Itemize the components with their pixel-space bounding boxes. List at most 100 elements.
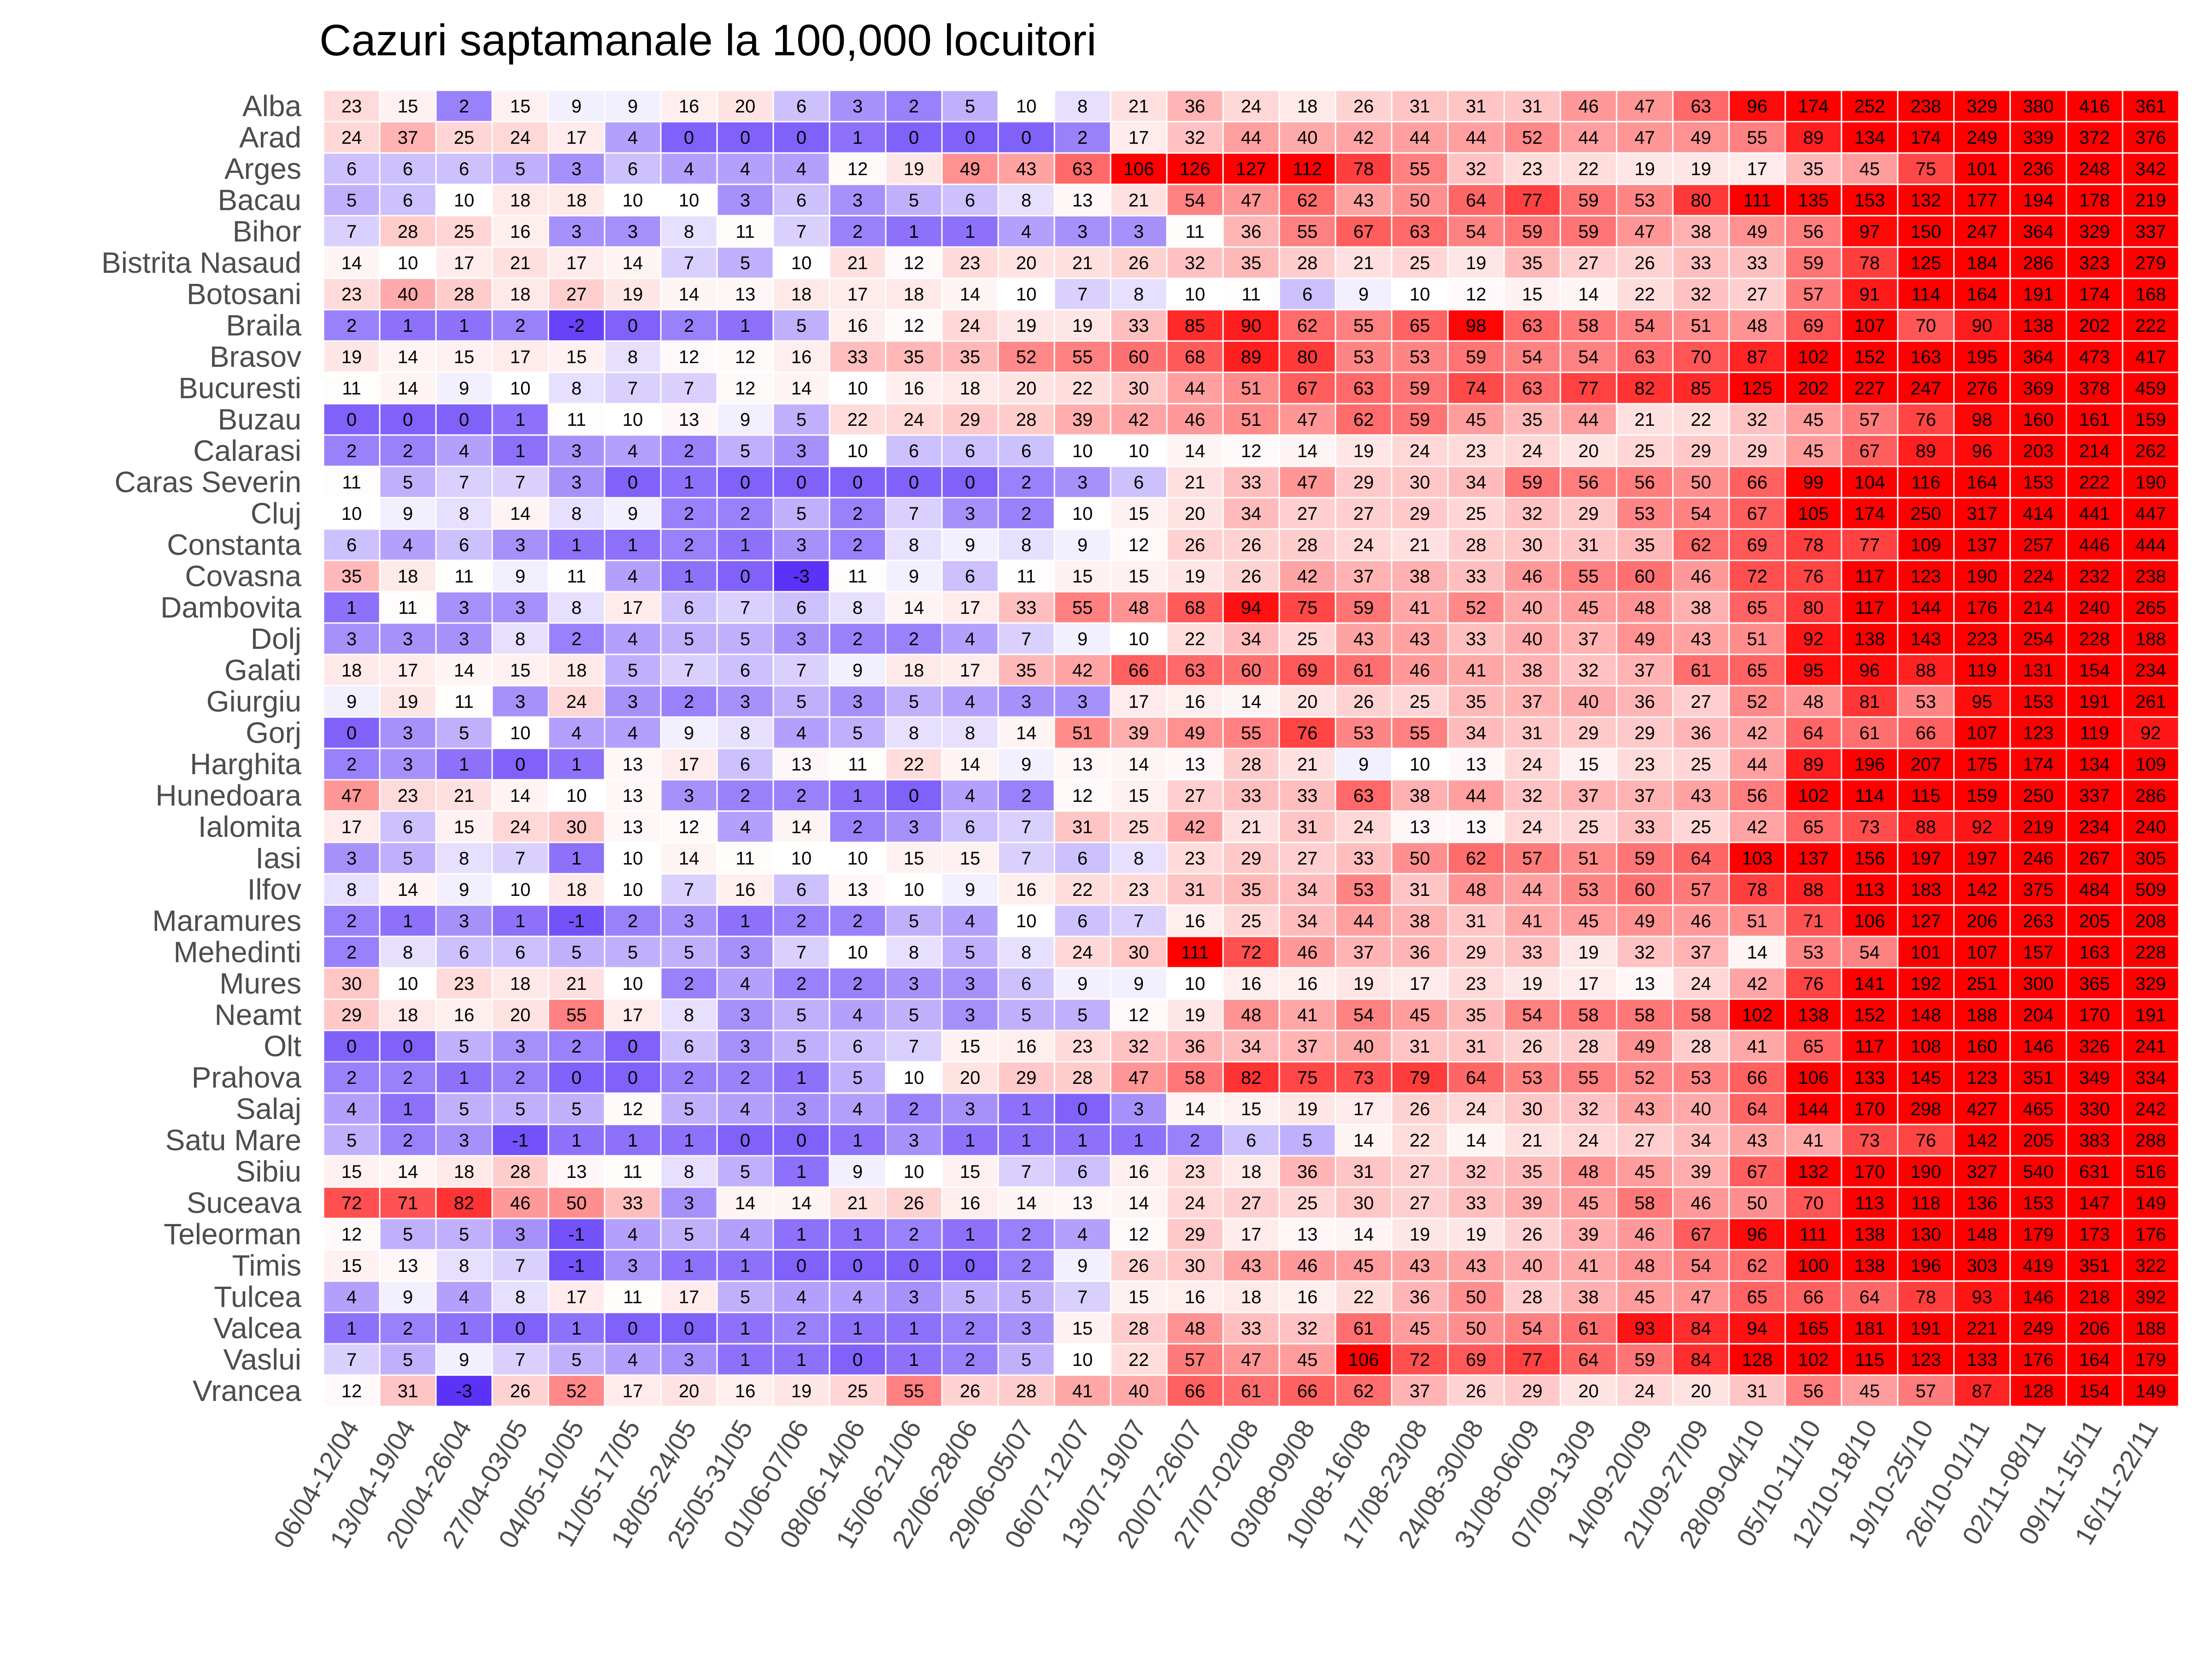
heatmap-cell xyxy=(1505,247,1560,278)
cell-value-label: 0 xyxy=(853,472,863,493)
cell-value-label: 6 xyxy=(1077,1162,1088,1182)
cell-value-label: 14 xyxy=(510,786,531,806)
heatmap-cell xyxy=(1505,373,1560,403)
cell-value-label: 43 xyxy=(1635,1099,1655,1119)
cell-value-label: 112 xyxy=(1293,159,1322,179)
heatmap-cell xyxy=(999,216,1054,247)
cell-value-label: 383 xyxy=(2079,1130,2110,1151)
heatmap-cell xyxy=(661,341,717,372)
heatmap-cell xyxy=(1617,1250,1672,1281)
heatmap-cell xyxy=(2067,1344,2122,1375)
heatmap-cell xyxy=(1842,1094,1897,1124)
cell-value-label: 3 xyxy=(571,441,582,461)
heatmap-cell xyxy=(2067,1282,2122,1312)
heatmap-cell xyxy=(1898,780,1953,811)
heatmap-cell xyxy=(1954,247,2010,278)
heatmap-cell xyxy=(830,1125,885,1155)
heatmap-cell xyxy=(2123,247,2178,278)
heatmap-cell xyxy=(774,467,829,497)
heatmap-cell xyxy=(1842,1031,1897,1061)
heatmap-cell xyxy=(1673,1000,1729,1030)
heatmap-cell xyxy=(1561,624,1616,654)
cell-value-label: 38 xyxy=(1578,1287,1599,1307)
heatmap-cell xyxy=(1617,686,1672,717)
heatmap-cell xyxy=(1505,467,1560,497)
cell-value-label: 29 xyxy=(1185,1224,1206,1245)
cell-value-label: 65 xyxy=(1803,1036,1824,1057)
cell-value-label: 0 xyxy=(515,754,525,775)
cell-value-label: 145 xyxy=(1911,1068,1941,1088)
heatmap-cell xyxy=(718,373,773,403)
heatmap-cell xyxy=(999,749,1054,779)
heatmap-cell xyxy=(1561,1250,1616,1281)
heatmap-cell xyxy=(1786,812,1841,842)
heatmap-cell xyxy=(999,404,1054,435)
cell-value-label: 62 xyxy=(1691,535,1712,555)
heatmap-cell xyxy=(380,341,435,372)
heatmap-cell xyxy=(1392,1250,1447,1281)
row-label: Giurgiu xyxy=(206,685,301,718)
heatmap-cell xyxy=(1167,529,1223,560)
cell-value-label: 157 xyxy=(2023,942,2054,963)
cell-value-label: 41 xyxy=(1747,1036,1768,1057)
cell-value-label: 14 xyxy=(960,754,981,775)
heatmap-cell xyxy=(1392,718,1447,748)
heatmap-cell xyxy=(942,1031,998,1061)
cell-value-label: 5 xyxy=(740,1162,750,1182)
heatmap-cell xyxy=(1392,1282,1447,1312)
heatmap-cell xyxy=(493,718,548,748)
cell-value-label: 246 xyxy=(2023,848,2054,869)
cell-value-label: 334 xyxy=(2136,1068,2166,1088)
cell-value-label: 484 xyxy=(2079,880,2110,900)
cell-value-label: 78 xyxy=(1747,880,1768,900)
cell-value-label: 2 xyxy=(1077,128,1088,148)
cell-value-label: 19 xyxy=(1185,566,1206,587)
cell-value-label: 54 xyxy=(1691,504,1712,524)
heatmap-cell xyxy=(1561,1376,1616,1406)
heatmap-cell xyxy=(1842,1156,1897,1187)
cell-value-label: 63 xyxy=(1410,222,1430,242)
row-label: Prahova xyxy=(192,1061,302,1094)
heatmap-cell xyxy=(380,592,435,623)
cell-value-label: 55 xyxy=(1578,566,1599,587)
cell-value-label: 40 xyxy=(1522,629,1543,649)
heatmap-cell xyxy=(1055,1188,1110,1218)
cell-value-label: 5 xyxy=(909,911,919,931)
cell-value-label: 4 xyxy=(853,1005,863,1025)
heatmap-cell xyxy=(1224,1313,1279,1343)
cell-value-label: 1 xyxy=(403,911,413,931)
cell-value-label: 0 xyxy=(740,472,750,493)
heatmap-cell xyxy=(942,1250,998,1281)
heatmap-cell xyxy=(1224,153,1279,184)
heatmap-cell xyxy=(2123,498,2178,529)
cell-value-label: 0 xyxy=(909,128,919,148)
cell-value-label: 46 xyxy=(1297,1256,1318,1276)
cell-value-label: 1 xyxy=(684,472,694,493)
heatmap-cell xyxy=(1786,843,1841,873)
cell-value-label: 191 xyxy=(2023,284,2054,305)
heatmap-cell xyxy=(1786,906,1841,936)
heatmap-cell xyxy=(1111,247,1166,278)
heatmap-cell xyxy=(1954,1031,2010,1061)
heatmap-cell xyxy=(1505,968,1560,999)
heatmap-cell xyxy=(549,937,604,967)
cell-value-label: 149 xyxy=(2136,1193,2166,1213)
cell-value-label: 2 xyxy=(347,316,357,336)
cell-value-label: 279 xyxy=(2136,253,2166,273)
cell-value-label: 17 xyxy=(679,754,700,775)
heatmap-cell xyxy=(1111,529,1166,560)
heatmap-cell xyxy=(1673,1344,1729,1375)
cell-value-label: 15 xyxy=(1129,1287,1149,1307)
heatmap-cell xyxy=(1617,185,1672,215)
cell-value-label: 18 xyxy=(1241,1287,1262,1307)
heatmap-cell xyxy=(549,1250,604,1281)
cell-value-label: 205 xyxy=(2023,1130,2054,1151)
cell-value-label: 5 xyxy=(459,1036,469,1057)
heatmap-cell xyxy=(1898,718,1953,748)
cell-value-label: 12 xyxy=(1466,284,1487,305)
heatmap-cell xyxy=(1111,1156,1166,1187)
cell-value-label: 6 xyxy=(740,660,750,681)
heatmap-cell xyxy=(886,310,941,341)
cell-value-label: 43 xyxy=(1410,1256,1430,1276)
cell-value-label: 7 xyxy=(1077,284,1088,305)
